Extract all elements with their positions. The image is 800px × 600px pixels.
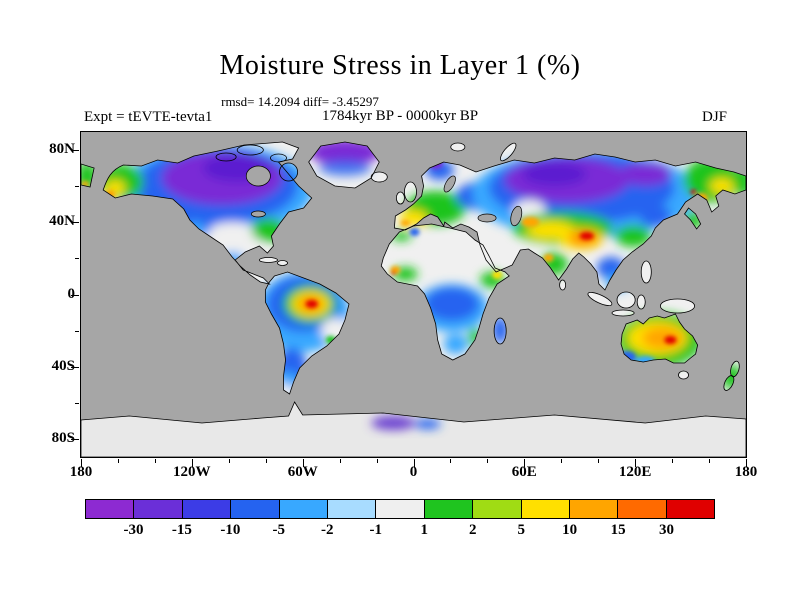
x-tick-mark (376, 459, 378, 463)
colorbar-tick-label: -2 (321, 522, 334, 538)
x-tick-mark (117, 459, 119, 463)
x-tick-mark (598, 459, 600, 463)
x-tick-mark (746, 459, 747, 467)
x-tick-mark (709, 459, 711, 463)
colorbar-tick-label: 2 (468, 522, 477, 538)
colorbar-cell (423, 499, 474, 519)
inland-seas (245, 165, 523, 227)
colorbar-tick-label: 1 (420, 522, 428, 538)
x-tick-mark (524, 459, 526, 467)
world-map (81, 132, 746, 457)
tick-marks (71, 132, 747, 467)
y-axis-tick-label: 80N (49, 141, 75, 158)
colorbar-cell (520, 499, 570, 519)
colorbar-tick-label: 15 (610, 522, 626, 538)
x-tick-mark (191, 459, 193, 467)
x-axis-tick-label: 60W (287, 464, 318, 480)
page-title: Moisture Stress in Layer 1 (%) (219, 50, 581, 81)
y-axis-tick-label: 0 (67, 285, 76, 302)
x-axis-tick-label: 180 (734, 464, 758, 480)
colorbar-cells (85, 499, 716, 519)
x-tick-mark (561, 459, 563, 463)
x-axis-tick-label: 120W (173, 464, 211, 480)
x-tick-mark (228, 459, 230, 463)
y-tick-mark (75, 330, 79, 332)
colorbar-tick-label: 5 (517, 522, 525, 538)
y-tick-mark (75, 186, 79, 188)
stats-line: rmsd= 14.2094 diff= -3.45297 (221, 94, 379, 109)
colorbar-cell (568, 499, 619, 519)
colorbar-tick-label: -10 (220, 522, 241, 538)
colorbar-tick-label: 10 (562, 522, 578, 538)
x-tick-mark (339, 459, 341, 463)
y-tick-mark (71, 150, 79, 152)
colorbar-cell (617, 499, 667, 519)
colorbar-cell (230, 499, 280, 519)
y-tick-mark (71, 438, 79, 440)
colorbar-cell (326, 499, 377, 519)
colorbar-tick-label: 30 (659, 522, 674, 538)
y-axis-tick-label: 80S (51, 429, 75, 446)
y-axis-tick-label: 40S (51, 357, 75, 374)
x-tick-mark (413, 459, 415, 467)
x-axis-labels: 180 120W 60W 0 60E 120E 180 (70, 464, 758, 486)
x-tick-mark (265, 459, 267, 463)
colorbar-cell (278, 499, 328, 519)
colorbar-cell (85, 499, 135, 519)
x-tick-mark (81, 459, 82, 467)
y-tick-mark (71, 294, 79, 296)
period-line: 1784kyr BP - 0000kyr BP (321, 108, 479, 124)
colorbar-cell (181, 499, 232, 519)
colorbar-cell (472, 499, 522, 519)
x-axis-tick-label: 60E (511, 464, 537, 480)
x-axis-tick-label: 180 (69, 464, 93, 480)
colorbar-tick-label: -15 (171, 522, 192, 538)
x-tick-mark (154, 459, 156, 463)
x-axis-tick-label: 0 (409, 464, 418, 480)
y-tick-mark (75, 258, 79, 260)
y-tick-mark (75, 402, 79, 404)
experiment-label: Expt = tEVTE-tevta1 (84, 109, 213, 125)
x-tick-mark (672, 459, 674, 463)
colorbar-tick-label: -30 (123, 522, 144, 538)
colorbar-tick-label: -1 (369, 522, 383, 538)
season-label: DJF (702, 109, 728, 125)
map-frame: 180 120W 60W 0 60E 120E 180 80N 40N 0 40S 80S (49, 131, 757, 480)
y-axis-tick-label: 40N (49, 213, 75, 230)
x-tick-mark (302, 459, 304, 467)
y-axis-labels: 80N 40N 0 40S 80S (33, 132, 75, 457)
colorbar-tick-label: -5 (272, 522, 286, 538)
x-tick-mark (635, 459, 637, 467)
x-tick-mark (450, 459, 452, 463)
colorbar-cell (375, 499, 425, 519)
x-axis-tick-label: 120E (618, 464, 652, 480)
y-tick-mark (71, 366, 79, 368)
colorbar-cell (665, 499, 716, 519)
y-tick-mark (71, 222, 79, 224)
colorbar-cell (133, 499, 183, 519)
colorbar-labels: -30 -15 -10 -5 -2 -1 1 2 5 10 15 30 (85, 522, 715, 542)
x-tick-mark (487, 459, 489, 463)
